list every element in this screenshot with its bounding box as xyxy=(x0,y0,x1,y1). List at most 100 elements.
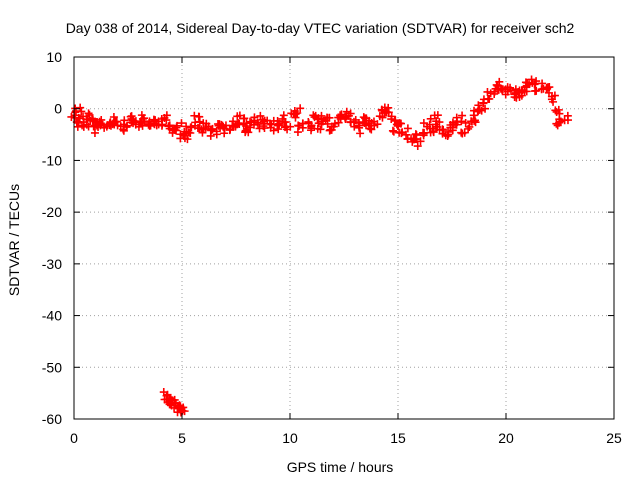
data-point xyxy=(193,124,202,133)
tick-labels: 0 5 10 15 20 25 10 0 -10 -20 -30 -40 -50 -60 xyxy=(42,49,622,446)
data-point xyxy=(481,104,490,113)
plot-frame xyxy=(73,56,615,420)
data-point xyxy=(187,123,196,132)
data-point xyxy=(556,117,565,126)
data-point xyxy=(212,130,221,139)
data-point xyxy=(512,93,521,102)
data-point xyxy=(313,124,322,133)
data-point xyxy=(439,126,448,135)
data-point xyxy=(246,117,255,126)
data-point xyxy=(96,121,105,130)
data-point xyxy=(294,121,303,130)
data-point xyxy=(350,122,359,131)
x-tick-label: 20 xyxy=(498,430,514,446)
data-point xyxy=(410,135,419,144)
data-point xyxy=(485,94,494,103)
x-tick-label: 10 xyxy=(282,430,298,446)
data-point xyxy=(123,121,132,130)
data-series xyxy=(67,75,572,417)
y-axis-title: SDTVAR / TECUs xyxy=(6,184,22,296)
data-point xyxy=(162,116,171,125)
data-point xyxy=(289,110,298,119)
data-point xyxy=(309,111,318,120)
data-point xyxy=(220,129,229,138)
data-point xyxy=(375,112,384,121)
data-point xyxy=(228,121,237,130)
data-point xyxy=(283,125,292,134)
data-point xyxy=(431,120,440,129)
data-point xyxy=(416,137,425,146)
data-point xyxy=(538,79,547,88)
data-point xyxy=(552,119,561,128)
data-point xyxy=(359,113,368,122)
data-point xyxy=(296,104,305,113)
data-point xyxy=(242,122,251,131)
data-point xyxy=(457,128,466,137)
data-point xyxy=(384,103,393,112)
data-point xyxy=(84,109,93,118)
data-point xyxy=(176,134,185,143)
data-point xyxy=(136,118,145,127)
data-point xyxy=(172,126,181,135)
data-point xyxy=(344,111,353,120)
data-point xyxy=(461,118,470,127)
y-tick-label: -10 xyxy=(42,152,62,168)
data-point xyxy=(267,120,276,129)
data-point xyxy=(274,121,283,130)
data-point xyxy=(402,130,411,139)
data-point xyxy=(323,119,332,128)
x-axis-title: GPS time / hours xyxy=(287,459,394,475)
x-tick-label: 15 xyxy=(390,430,406,446)
data-point xyxy=(128,116,137,125)
grid xyxy=(74,57,614,419)
data-point xyxy=(90,128,99,137)
data-point xyxy=(180,407,189,416)
data-point xyxy=(298,119,307,128)
data-point xyxy=(206,131,215,140)
data-point xyxy=(77,107,86,116)
data-point xyxy=(86,116,95,125)
y-tick-label: -40 xyxy=(42,308,62,324)
data-point xyxy=(551,106,560,115)
data-point xyxy=(444,130,453,139)
data-point xyxy=(307,121,316,130)
data-point xyxy=(269,126,278,135)
data-point xyxy=(470,106,479,115)
data-point xyxy=(506,83,515,92)
data-point xyxy=(532,86,541,95)
data-point xyxy=(208,125,217,134)
y-tick-label: -50 xyxy=(42,359,62,375)
x-tick-label: 5 xyxy=(178,430,186,446)
data-point xyxy=(391,116,400,125)
data-point xyxy=(465,122,474,131)
data-point xyxy=(457,117,466,126)
y-tick-label: -60 xyxy=(42,411,62,427)
data-point xyxy=(215,120,224,129)
y-tick-label: 10 xyxy=(46,49,62,65)
data-point xyxy=(382,107,391,116)
x-tick-label: 25 xyxy=(606,430,622,446)
data-point xyxy=(389,127,398,136)
data-point xyxy=(361,121,370,130)
data-point xyxy=(195,112,204,121)
data-point xyxy=(419,131,428,140)
data-point xyxy=(190,111,199,120)
data-point xyxy=(543,83,552,92)
data-point xyxy=(471,118,480,127)
data-point xyxy=(184,128,193,137)
x-tick-label: 0 xyxy=(70,430,78,446)
data-point xyxy=(134,122,143,131)
data-point xyxy=(105,121,114,130)
data-point xyxy=(397,129,406,138)
data-point xyxy=(183,135,192,144)
series-points xyxy=(67,75,572,417)
data-point xyxy=(113,121,122,130)
data-point xyxy=(356,129,365,138)
data-point xyxy=(234,119,243,128)
data-point xyxy=(413,142,422,151)
data-point xyxy=(329,122,338,131)
data-point xyxy=(560,116,569,125)
data-point xyxy=(430,111,439,120)
data-point xyxy=(76,103,85,112)
data-point xyxy=(543,84,552,93)
